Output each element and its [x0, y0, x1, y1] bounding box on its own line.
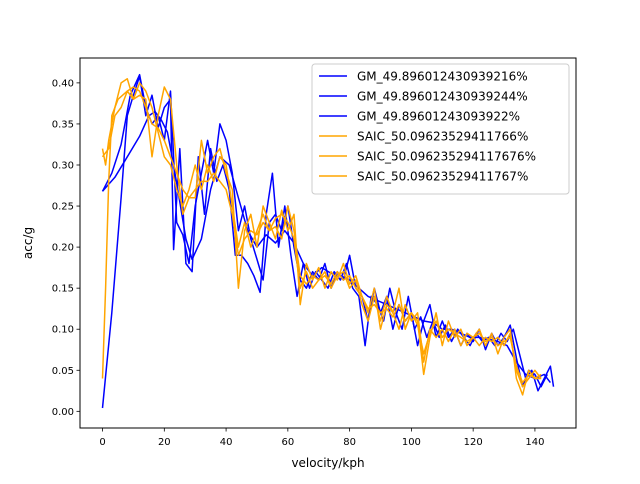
legend-label: GM_49.896012430939216%	[357, 70, 528, 84]
y-tick-label: 0.05	[52, 366, 74, 377]
legend-box	[311, 63, 570, 195]
y-tick-label: 0.25	[52, 202, 74, 213]
legend-label: GM_49.89601243093922%	[357, 110, 520, 124]
legend-label: SAIC_50.09623529411766%	[357, 130, 528, 144]
x-tick-label: 20	[158, 437, 171, 448]
x-tick-label: 100	[402, 437, 421, 448]
series-line-2	[101, 75, 555, 409]
series-layer	[101, 73, 555, 409]
plot-frame	[79, 57, 577, 429]
series-line-1	[101, 110, 551, 384]
y-axis-label: acc/g	[21, 227, 35, 259]
y-axis: 0.00 0.05 0.10 0.15 0.20 0.25 0.30 0.35 0.40	[52, 78, 80, 418]
y-tick-label: 0.00	[52, 407, 74, 418]
y-tick-label: 0.20	[52, 243, 74, 254]
series-line-6	[101, 82, 542, 388]
x-tick-label: 60	[281, 437, 294, 448]
x-tick-label: 80	[343, 437, 356, 448]
y-tick-label: 0.35	[52, 119, 74, 130]
legend: GM_49.896012430939216% GM_49.896012430939…	[311, 63, 570, 195]
series-line-4	[101, 78, 542, 396]
x-axis: 0 20 40 60 80 100 120 140	[99, 428, 544, 448]
legend-label: GM_49.896012430939244%	[357, 90, 528, 104]
y-tick-label: 0.15	[52, 284, 74, 295]
x-tick-label: 40	[220, 437, 233, 448]
y-tick-label: 0.30	[52, 160, 74, 171]
x-tick-label: 140	[525, 437, 544, 448]
x-tick-label: 0	[99, 437, 105, 448]
x-tick-label: 120	[464, 437, 483, 448]
y-tick-label: 0.40	[52, 78, 74, 89]
y-tick-label: 0.10	[52, 325, 74, 336]
x-axis-label: velocity/kph	[291, 456, 364, 470]
legend-label: SAIC_50.096235294117676%	[357, 150, 536, 164]
legend-label: SAIC_50.09623529411767%	[357, 170, 528, 184]
